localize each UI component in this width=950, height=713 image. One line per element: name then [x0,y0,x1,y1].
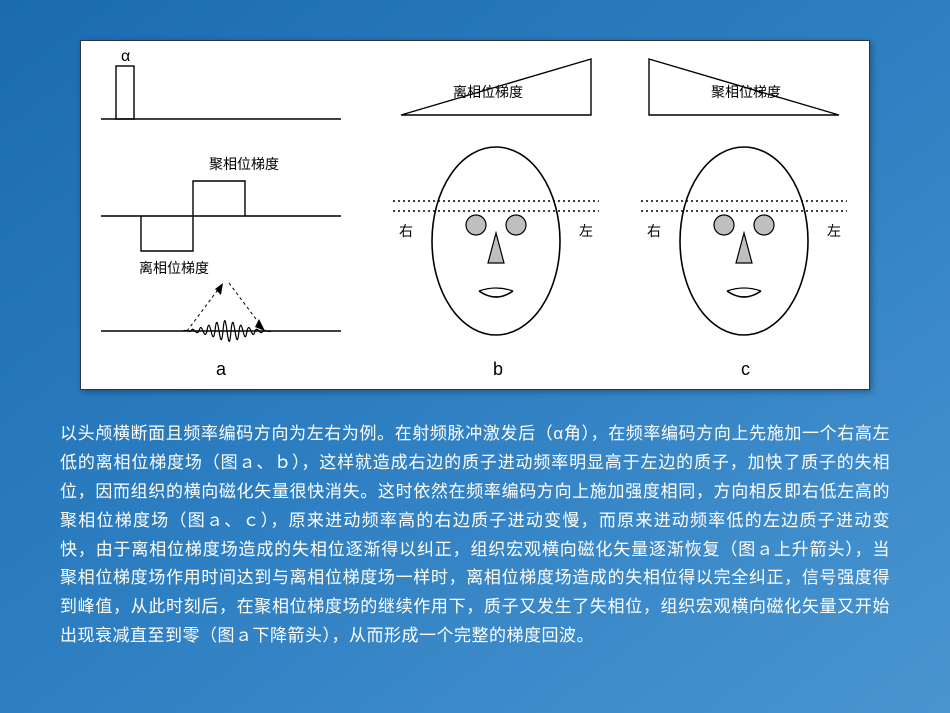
alpha-label: α [121,48,130,65]
label-b: b [493,359,503,379]
left-label-c: 左 [827,223,841,239]
panel-b: 离相位梯度 右 左 b [393,59,599,379]
right-label-c: 右 [647,223,661,239]
panel-a: α 聚相位梯度 离相位梯度 a [101,48,341,379]
rephase-label-c: 聚相位梯度 [711,84,781,100]
explanation-text: 以头颅横断面且频率编码方向为左右为例。在射频脉冲激发后（α角），在频率编码方向上… [60,420,890,651]
dephase-label-b: 离相位梯度 [453,84,523,100]
dephase-label-a: 离相位梯度 [139,260,209,276]
right-label-b: 右 [399,223,413,239]
left-label-b: 左 [579,223,593,239]
panel-c: 聚相位梯度 右 左 c [641,59,847,379]
label-c: c [741,359,750,379]
figure-box: α 聚相位梯度 离相位梯度 a 离相位梯度 [80,40,870,390]
rephase-label-a: 聚相位梯度 [209,156,279,172]
diagram-svg: α 聚相位梯度 离相位梯度 a 离相位梯度 [81,41,871,391]
label-a: a [216,359,227,379]
